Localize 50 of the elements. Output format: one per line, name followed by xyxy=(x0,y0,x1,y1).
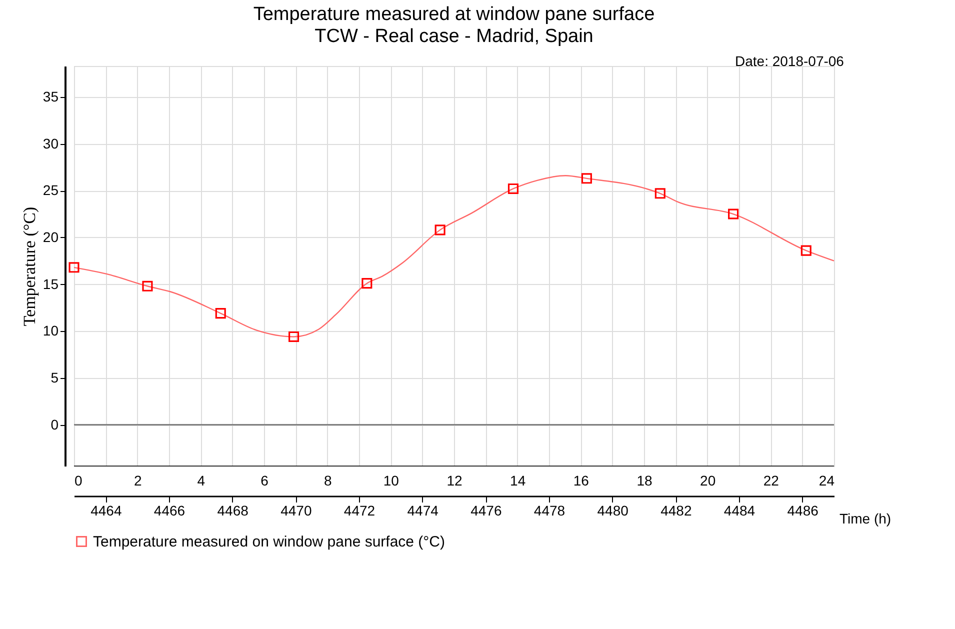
y-tick-label: 5 xyxy=(50,369,59,386)
x-tick-label: 8 xyxy=(324,472,332,488)
y-axis-title: Temperature (°C) xyxy=(20,206,39,326)
x2-tick-label: 4484 xyxy=(724,502,756,518)
point xyxy=(654,188,666,199)
y-tick-label: 15 xyxy=(42,276,59,292)
x-axis-title: Time (h) xyxy=(840,510,892,526)
x2-tick-label: 4486 xyxy=(787,502,819,518)
x-tick-label: 24 xyxy=(818,472,835,488)
chart-subtitle: TCW - Real case - Madrid, Spain xyxy=(314,26,594,47)
x-tick-label: 2 xyxy=(134,472,142,488)
x2-tick-label: 4482 xyxy=(660,502,692,518)
y-tick-label: 30 xyxy=(42,135,59,152)
y-tick-label: 20 xyxy=(42,228,59,245)
x2-tick-label: 4480 xyxy=(597,502,629,518)
point xyxy=(362,278,372,289)
point xyxy=(434,224,446,236)
x-tick-label: 4 xyxy=(197,472,206,488)
y-tick-label: 35 xyxy=(42,88,59,104)
annotation: Date: 2018-07-06 xyxy=(735,53,844,69)
point xyxy=(288,331,300,342)
point xyxy=(142,280,153,292)
x2-tick-label: 4470 xyxy=(280,502,312,518)
x2-tick-label: 4478 xyxy=(534,502,566,518)
point xyxy=(215,308,226,319)
x-tick-label: 18 xyxy=(636,472,652,488)
x-tick-label: 20 xyxy=(700,472,716,488)
x-tick-label: 22 xyxy=(763,472,780,488)
legend-label: Temperature measured on window pane surface (°C) xyxy=(93,534,446,550)
x2-tick-label: 4476 xyxy=(470,502,502,518)
x2-tick-label: 4472 xyxy=(344,502,376,518)
point xyxy=(508,183,518,194)
x2-tick-label: 4464 xyxy=(90,502,122,518)
point xyxy=(581,173,592,184)
chart-title: Temperature measured at window pane surface xyxy=(253,4,655,25)
point xyxy=(68,262,80,273)
x-tick-label: 14 xyxy=(510,472,526,488)
x2-tick-label: 4466 xyxy=(154,502,186,518)
x2-tick-label: 4474 xyxy=(407,502,439,518)
y-tick-label: 10 xyxy=(42,322,59,339)
x2-tick-label: 4468 xyxy=(217,502,249,518)
x-tick-label: 0 xyxy=(74,472,82,488)
point xyxy=(800,245,812,256)
y-tick-label: 25 xyxy=(42,182,59,198)
y-tick-label: 0 xyxy=(50,416,59,432)
x-tick-label: 12 xyxy=(446,472,462,488)
x-tick-label: 6 xyxy=(260,472,269,488)
x-tick-label: 16 xyxy=(573,472,590,488)
point xyxy=(728,208,739,220)
x-tick-label: 10 xyxy=(383,472,400,488)
